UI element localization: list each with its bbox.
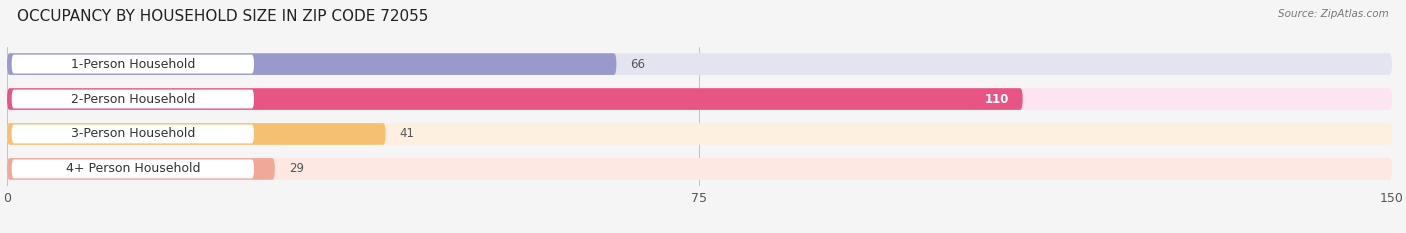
Text: Source: ZipAtlas.com: Source: ZipAtlas.com xyxy=(1278,9,1389,19)
FancyBboxPatch shape xyxy=(7,53,616,75)
FancyBboxPatch shape xyxy=(11,124,254,144)
Text: 1-Person Household: 1-Person Household xyxy=(70,58,195,71)
FancyBboxPatch shape xyxy=(7,88,1022,110)
Text: 66: 66 xyxy=(630,58,645,71)
FancyBboxPatch shape xyxy=(7,88,1392,110)
FancyBboxPatch shape xyxy=(11,90,254,109)
Text: 3-Person Household: 3-Person Household xyxy=(70,127,195,140)
FancyBboxPatch shape xyxy=(7,53,1392,75)
FancyBboxPatch shape xyxy=(11,55,254,74)
Text: 2-Person Household: 2-Person Household xyxy=(70,93,195,106)
Text: 41: 41 xyxy=(399,127,415,140)
FancyBboxPatch shape xyxy=(11,160,254,178)
Text: OCCUPANCY BY HOUSEHOLD SIZE IN ZIP CODE 72055: OCCUPANCY BY HOUSEHOLD SIZE IN ZIP CODE … xyxy=(17,9,429,24)
Text: 4+ Person Household: 4+ Person Household xyxy=(66,162,200,175)
FancyBboxPatch shape xyxy=(7,123,385,145)
Text: 110: 110 xyxy=(984,93,1008,106)
FancyBboxPatch shape xyxy=(7,158,274,180)
Text: 29: 29 xyxy=(288,162,304,175)
FancyBboxPatch shape xyxy=(7,158,1392,180)
FancyBboxPatch shape xyxy=(7,123,1392,145)
